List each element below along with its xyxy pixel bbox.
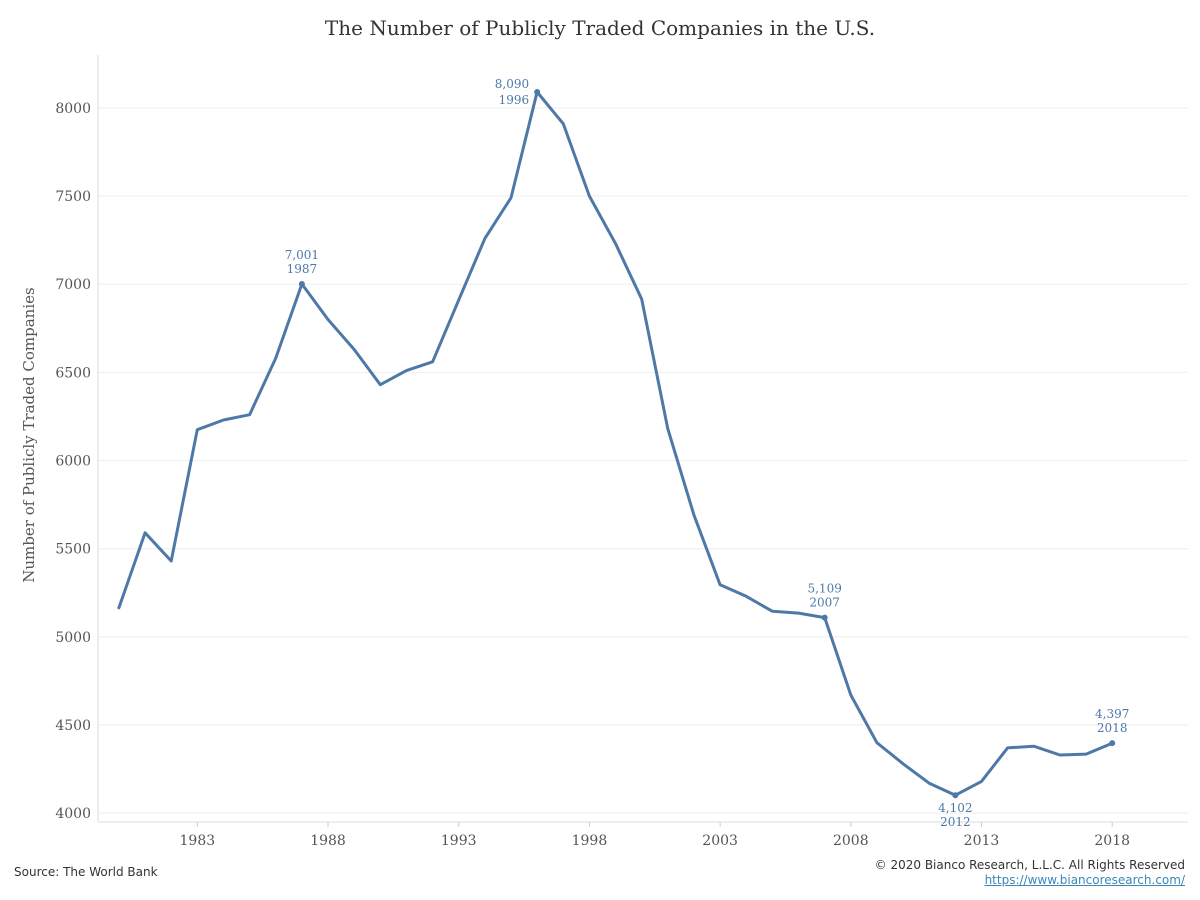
data-point-marker bbox=[1109, 740, 1116, 747]
y-tick-label: 5500 bbox=[55, 542, 91, 558]
series-line bbox=[117, 90, 1114, 797]
data-label-value: 5,109 bbox=[807, 582, 841, 596]
data-label-value: 4,102 bbox=[938, 801, 972, 815]
data-label-value: 8,090 bbox=[495, 77, 529, 91]
data-label-year: 2007 bbox=[809, 596, 840, 610]
x-tick-label: 1988 bbox=[310, 833, 346, 849]
data-label-year: 1987 bbox=[287, 262, 318, 276]
data-point-marker bbox=[534, 89, 541, 96]
x-tick-label: 2018 bbox=[1094, 833, 1130, 849]
y-tick-label: 6000 bbox=[55, 454, 91, 470]
data-point-marker bbox=[821, 614, 828, 621]
chart-title: The Number of Publicly Traded Companies … bbox=[324, 16, 876, 40]
x-tick-label: 1983 bbox=[180, 833, 216, 849]
y-axis-label: Number of Publicly Traded Companies bbox=[20, 287, 38, 583]
data-label-year: 2012 bbox=[940, 815, 971, 829]
x-tick-label: 2008 bbox=[833, 833, 869, 849]
data-label-value: 7,001 bbox=[285, 248, 319, 262]
data-label-year: 1996 bbox=[499, 93, 530, 107]
data-point-marker bbox=[298, 281, 305, 288]
x-tick-label: 1998 bbox=[572, 833, 608, 849]
data-label-year: 2018 bbox=[1097, 721, 1128, 735]
x-tick-label: 1993 bbox=[441, 833, 477, 849]
y-tick-label: 4000 bbox=[55, 806, 91, 822]
x-tick-label: 2013 bbox=[964, 833, 1000, 849]
y-tick-label: 4500 bbox=[55, 718, 91, 734]
y-tick-label: 7000 bbox=[55, 277, 91, 293]
copyright-note: © 2020 Bianco Research, L.L.C. All Right… bbox=[874, 858, 1185, 872]
data-label-value: 4,397 bbox=[1095, 707, 1129, 721]
y-tick-label: 5000 bbox=[55, 630, 91, 646]
y-tick-label: 6500 bbox=[55, 365, 91, 381]
website-link[interactable]: https://www.biancoresearch.com/ bbox=[984, 873, 1185, 887]
y-tick-label: 7500 bbox=[55, 189, 91, 205]
data-point-marker bbox=[952, 792, 959, 799]
y-tick-label: 8000 bbox=[55, 101, 91, 117]
x-tick-label: 2003 bbox=[702, 833, 738, 849]
source-note: Source: The World Bank bbox=[14, 865, 158, 879]
